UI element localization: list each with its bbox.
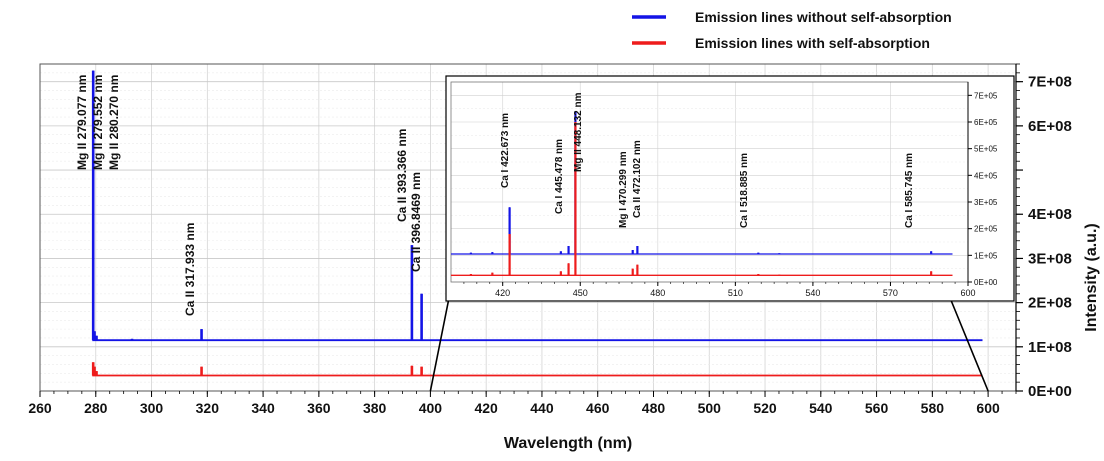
x-tick-label: 400 — [419, 400, 443, 416]
y-tick-label: 1E+08 — [1028, 339, 1072, 356]
x-tick-label: 500 — [698, 400, 722, 416]
peak-annotation: Mg II 280.270 nm — [107, 75, 121, 170]
inset-y-tick-label: 4E+05 — [974, 171, 998, 180]
inset-y-tick-label: 2E+05 — [974, 225, 998, 234]
legend-label: Emission lines without self-absorption — [695, 9, 952, 25]
inset-x-tick-label: 600 — [960, 288, 975, 298]
zoom-connector-left — [429, 287, 452, 392]
x-tick-label: 520 — [753, 400, 777, 416]
peak-annotation: Ca II 396.8469 nm — [409, 172, 423, 272]
y-tick-label: 4E+08 — [1028, 206, 1072, 223]
x-axis-title: Wavelength (nm) — [504, 435, 632, 452]
inset-y-tick-label: 1E+05 — [974, 251, 998, 260]
inset-peak-annotation: Ca I 518.885 nm — [739, 153, 750, 228]
y-tick-label: 2E+08 — [1028, 295, 1072, 312]
x-tick-label: 600 — [976, 400, 1000, 416]
legend-label: Emission lines with self-absorption — [695, 35, 930, 51]
inset-gridlines — [451, 81, 969, 283]
y-tick-label: 3E+08 — [1028, 250, 1072, 267]
inset-y-tick-label: 6E+05 — [974, 118, 998, 127]
y-tick-label: 7E+08 — [1028, 74, 1072, 91]
x-tick-label: 320 — [196, 400, 220, 416]
inset-y-tick-label: 5E+05 — [974, 145, 998, 154]
inset-peak-annotation: Ca I 585.745 nm — [904, 153, 915, 228]
inset-peak-annotation: Ca II 472.102 nm — [632, 140, 643, 218]
inset-x-tick-label: 420 — [495, 288, 510, 298]
inset-x-tick-label: 480 — [650, 288, 665, 298]
peak-annotation: Ca II 317.933 nm — [183, 223, 197, 316]
inset-y-tick-label: 7E+05 — [974, 91, 998, 100]
x-tick-label: 340 — [251, 400, 275, 416]
zoom-connector-right — [945, 287, 989, 392]
y-tick-label: 0E+00 — [1028, 383, 1072, 400]
x-tick-label: 440 — [530, 400, 554, 416]
inset-x-tick-label: 510 — [728, 288, 743, 298]
legend: Emission lines without self-absorption Em… — [632, 9, 952, 51]
x-tick-label: 480 — [642, 400, 666, 416]
inset-peak-annotation: Mg I 470.299 nm — [618, 151, 629, 228]
inset-x-tick-label: 540 — [805, 288, 820, 298]
x-tick-label: 300 — [140, 400, 164, 416]
x-tick-label: 260 — [28, 400, 52, 416]
x-tick-label: 540 — [809, 400, 833, 416]
x-tick-label: 360 — [307, 400, 331, 416]
inset-y-axis: 0E+00 1E+05 2E+05 3E+05 4E+05 5E+05 6E+05 7E+05 — [967, 82, 998, 287]
peak-annotation: Mg II 279.077 nm — [75, 75, 89, 170]
x-tick-label: 420 — [474, 400, 498, 416]
x-tick-label: 580 — [921, 400, 945, 416]
peak-annotation: Mg II 279.552 nm — [91, 75, 105, 170]
inset-peak-annotation: Ca I 445.478 nm — [554, 139, 565, 214]
y-axis-title: Intensity (a.u.) — [1083, 223, 1100, 331]
x-tick-label: 280 — [84, 400, 108, 416]
inset-x-axis: 420 450 480 510 540 570 600 — [463, 282, 976, 298]
x-tick-label: 380 — [363, 400, 387, 416]
inset-peak-annotation: Mg II 448.132 nm — [573, 92, 584, 172]
y-axis: 0E+00 1E+08 2E+08 3E+08 4E+08 6E+08 7E+08 — [1015, 63, 1072, 400]
peak-annotation: Ca II 393.366 nm — [395, 129, 409, 222]
inset-x-tick-label: 450 — [573, 288, 588, 298]
x-axis: 260 280 300 320 340 360 380 400 420 440 460 480 500 5… — [28, 391, 1017, 416]
inset-y-tick-label: 3E+05 — [974, 198, 998, 207]
inset-y-tick-label: 0E+00 — [974, 278, 998, 287]
inset-x-tick-label: 570 — [883, 288, 898, 298]
inset-peak-annotation: Ca I 422.673 nm — [500, 113, 511, 188]
x-tick-label: 560 — [865, 400, 889, 416]
x-tick-label: 460 — [586, 400, 610, 416]
y-tick-label: 6E+08 — [1028, 118, 1072, 135]
